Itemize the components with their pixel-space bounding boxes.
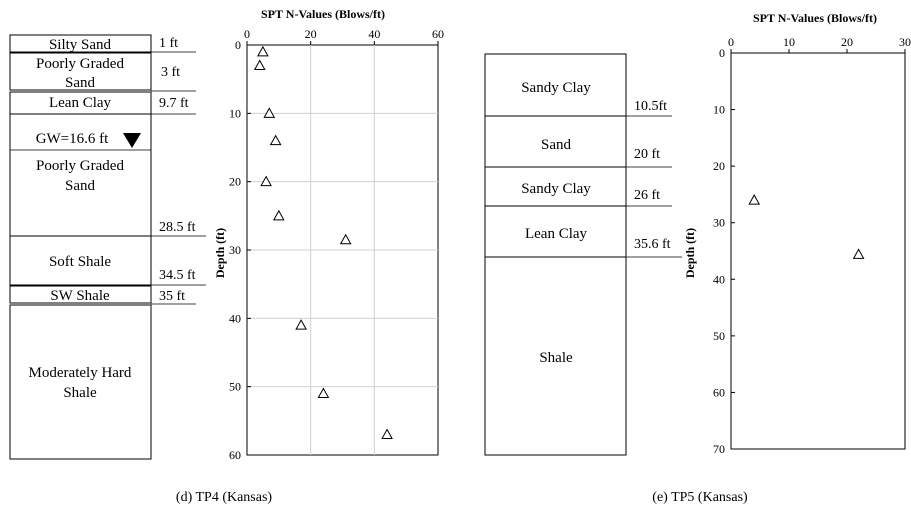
- data-point-triangle: [317, 387, 330, 398]
- y-axis-title: Depth (ft): [213, 228, 227, 278]
- y-tick-label: 30: [229, 243, 241, 257]
- data-point-triangle: [253, 59, 266, 70]
- y-tick-label: 10: [713, 103, 725, 117]
- layer-name-lean-clay: Lean Clay: [525, 226, 588, 242]
- layer-name-soft-shale: Soft Shale: [49, 254, 111, 270]
- caption-tp4: (d) TP4 (Kansas): [176, 490, 273, 505]
- depth-label-1ft: 1 ft: [159, 36, 178, 51]
- y-tick-label: 60: [229, 448, 241, 462]
- depth-label-10-5ft: 10.5ft: [634, 99, 667, 114]
- x-tick-label: 60: [432, 27, 444, 41]
- layer-name-sandy-clay-2: Sandy Clay: [521, 181, 591, 197]
- layer-name-sw-shale: SW Shale: [50, 288, 110, 304]
- layer-name-silty-sand: Silty Sand: [49, 37, 112, 53]
- soil-log-tp5: Sandy Clay Sand Sandy Clay Lean Clay Sha…: [484, 53, 682, 456]
- data-points: [253, 45, 393, 439]
- depth-label-26ft: 26 ft: [634, 188, 660, 203]
- data-point-triangle: [257, 45, 269, 57]
- data-point-triangle: [381, 428, 393, 439]
- panel-tp4: Silty Sand Poorly Graded Sand Lean Clay …: [9, 7, 444, 505]
- x-axis-title: SPT N-Values (Blows/ft): [753, 11, 877, 25]
- axis-ticks: 0 20 40 60 0 10 20 30 40 50 60: [229, 27, 444, 462]
- y-axis-title: Depth (ft): [683, 228, 697, 278]
- data-point-triangle: [339, 233, 352, 245]
- layer-name-sandy-clay-1: Sandy Clay: [521, 80, 591, 96]
- depth-label-28-5ft: 28.5 ft: [159, 220, 196, 235]
- depth-label-3ft: 3 ft: [161, 65, 180, 80]
- axis-ticks: 0 10 20 30 0 10 20 30 40 50 60 70: [713, 35, 911, 456]
- x-tick-label: 0: [728, 35, 734, 49]
- layer-box-soft-shale: [9, 235, 152, 286]
- data-point-triangle: [852, 248, 865, 259]
- layer-name-lean-clay: Lean Clay: [49, 95, 112, 111]
- y-tick-label: 10: [229, 106, 241, 120]
- y-tick-label: 20: [713, 159, 725, 173]
- data-point-triangle: [263, 107, 276, 118]
- depth-label-35-6ft: 35.6 ft: [634, 237, 671, 252]
- y-tick-label: 20: [229, 175, 241, 189]
- plot-frame: [730, 52, 906, 450]
- layer-box-moderately-hard-shale: [9, 304, 152, 460]
- depth-label-35ft: 35 ft: [159, 289, 185, 304]
- layer-box-silty-sand: [9, 34, 152, 53]
- x-axis-title: SPT N-Values (Blows/ft): [261, 7, 385, 21]
- layer-name-poorly-graded-sand-2-line2: Sand: [65, 178, 96, 194]
- depth-label-9-7ft: 9.7 ft: [159, 96, 189, 111]
- data-points: [748, 194, 865, 259]
- y-tick-label: 50: [229, 380, 241, 394]
- layer-name-sand: Sand: [541, 137, 572, 153]
- spt-chart-tp5: 0 10 20 30 0 10 20 30 40 50 60 70 SPT N-Values (Blo…: [683, 11, 911, 456]
- layer-box-poorly-graded-sand-1: [9, 52, 152, 91]
- layer-name-moderately-hard-shale-line2: Shale: [63, 385, 97, 401]
- layer-name-poorly-graded-sand-1-line2: Sand: [65, 75, 96, 91]
- layer-name-poorly-graded-sand-1-line1: Poorly Graded: [36, 56, 124, 72]
- layer-box-shale: [484, 256, 627, 456]
- x-tick-label: 10: [783, 35, 795, 49]
- data-point-triangle: [272, 209, 285, 221]
- x-tick-label: 0: [244, 27, 250, 41]
- x-tick-label: 30: [899, 35, 911, 49]
- y-tick-label: 0: [235, 38, 241, 52]
- gridlines: [247, 45, 438, 455]
- data-point-triangle: [260, 175, 272, 187]
- spt-chart-tp4: 0 20 40 60 0 10 20 30 40 50 60 SPT N-Values (Blows…: [213, 7, 444, 462]
- soil-log-tp4: Silty Sand Poorly Graded Sand Lean Clay …: [9, 34, 206, 460]
- data-point-triangle: [748, 194, 761, 205]
- caption-tp5: (e) TP5 (Kansas): [652, 490, 748, 505]
- depth-label-20ft: 20 ft: [634, 147, 660, 162]
- data-point-triangle: [295, 319, 307, 330]
- panel-tp5: Sandy Clay Sand Sandy Clay Lean Clay Sha…: [484, 11, 911, 505]
- layer-name-shale: Shale: [539, 350, 573, 366]
- y-tick-label: 60: [713, 385, 725, 399]
- layer-box-sw-shale: [9, 285, 152, 304]
- y-tick-label: 70: [713, 442, 725, 456]
- y-tick-label: 0: [719, 46, 725, 60]
- y-tick-label: 40: [713, 272, 725, 286]
- layer-name-moderately-hard-shale-line1: Moderately Hard: [29, 365, 132, 381]
- layer-name-poorly-graded-sand-2-line1: Poorly Graded: [36, 158, 124, 174]
- gw-label: GW=16.6 ft: [36, 131, 109, 147]
- x-tick-label: 20: [841, 35, 853, 49]
- x-tick-label: 40: [368, 27, 380, 41]
- depth-label-34-5ft: 34.5 ft: [159, 268, 196, 283]
- y-tick-label: 30: [713, 216, 725, 230]
- y-tick-label: 50: [713, 329, 725, 343]
- y-tick-label: 40: [229, 311, 241, 325]
- x-tick-label: 20: [305, 27, 317, 41]
- data-point-triangle: [269, 134, 282, 146]
- water-table-icon: [123, 133, 141, 148]
